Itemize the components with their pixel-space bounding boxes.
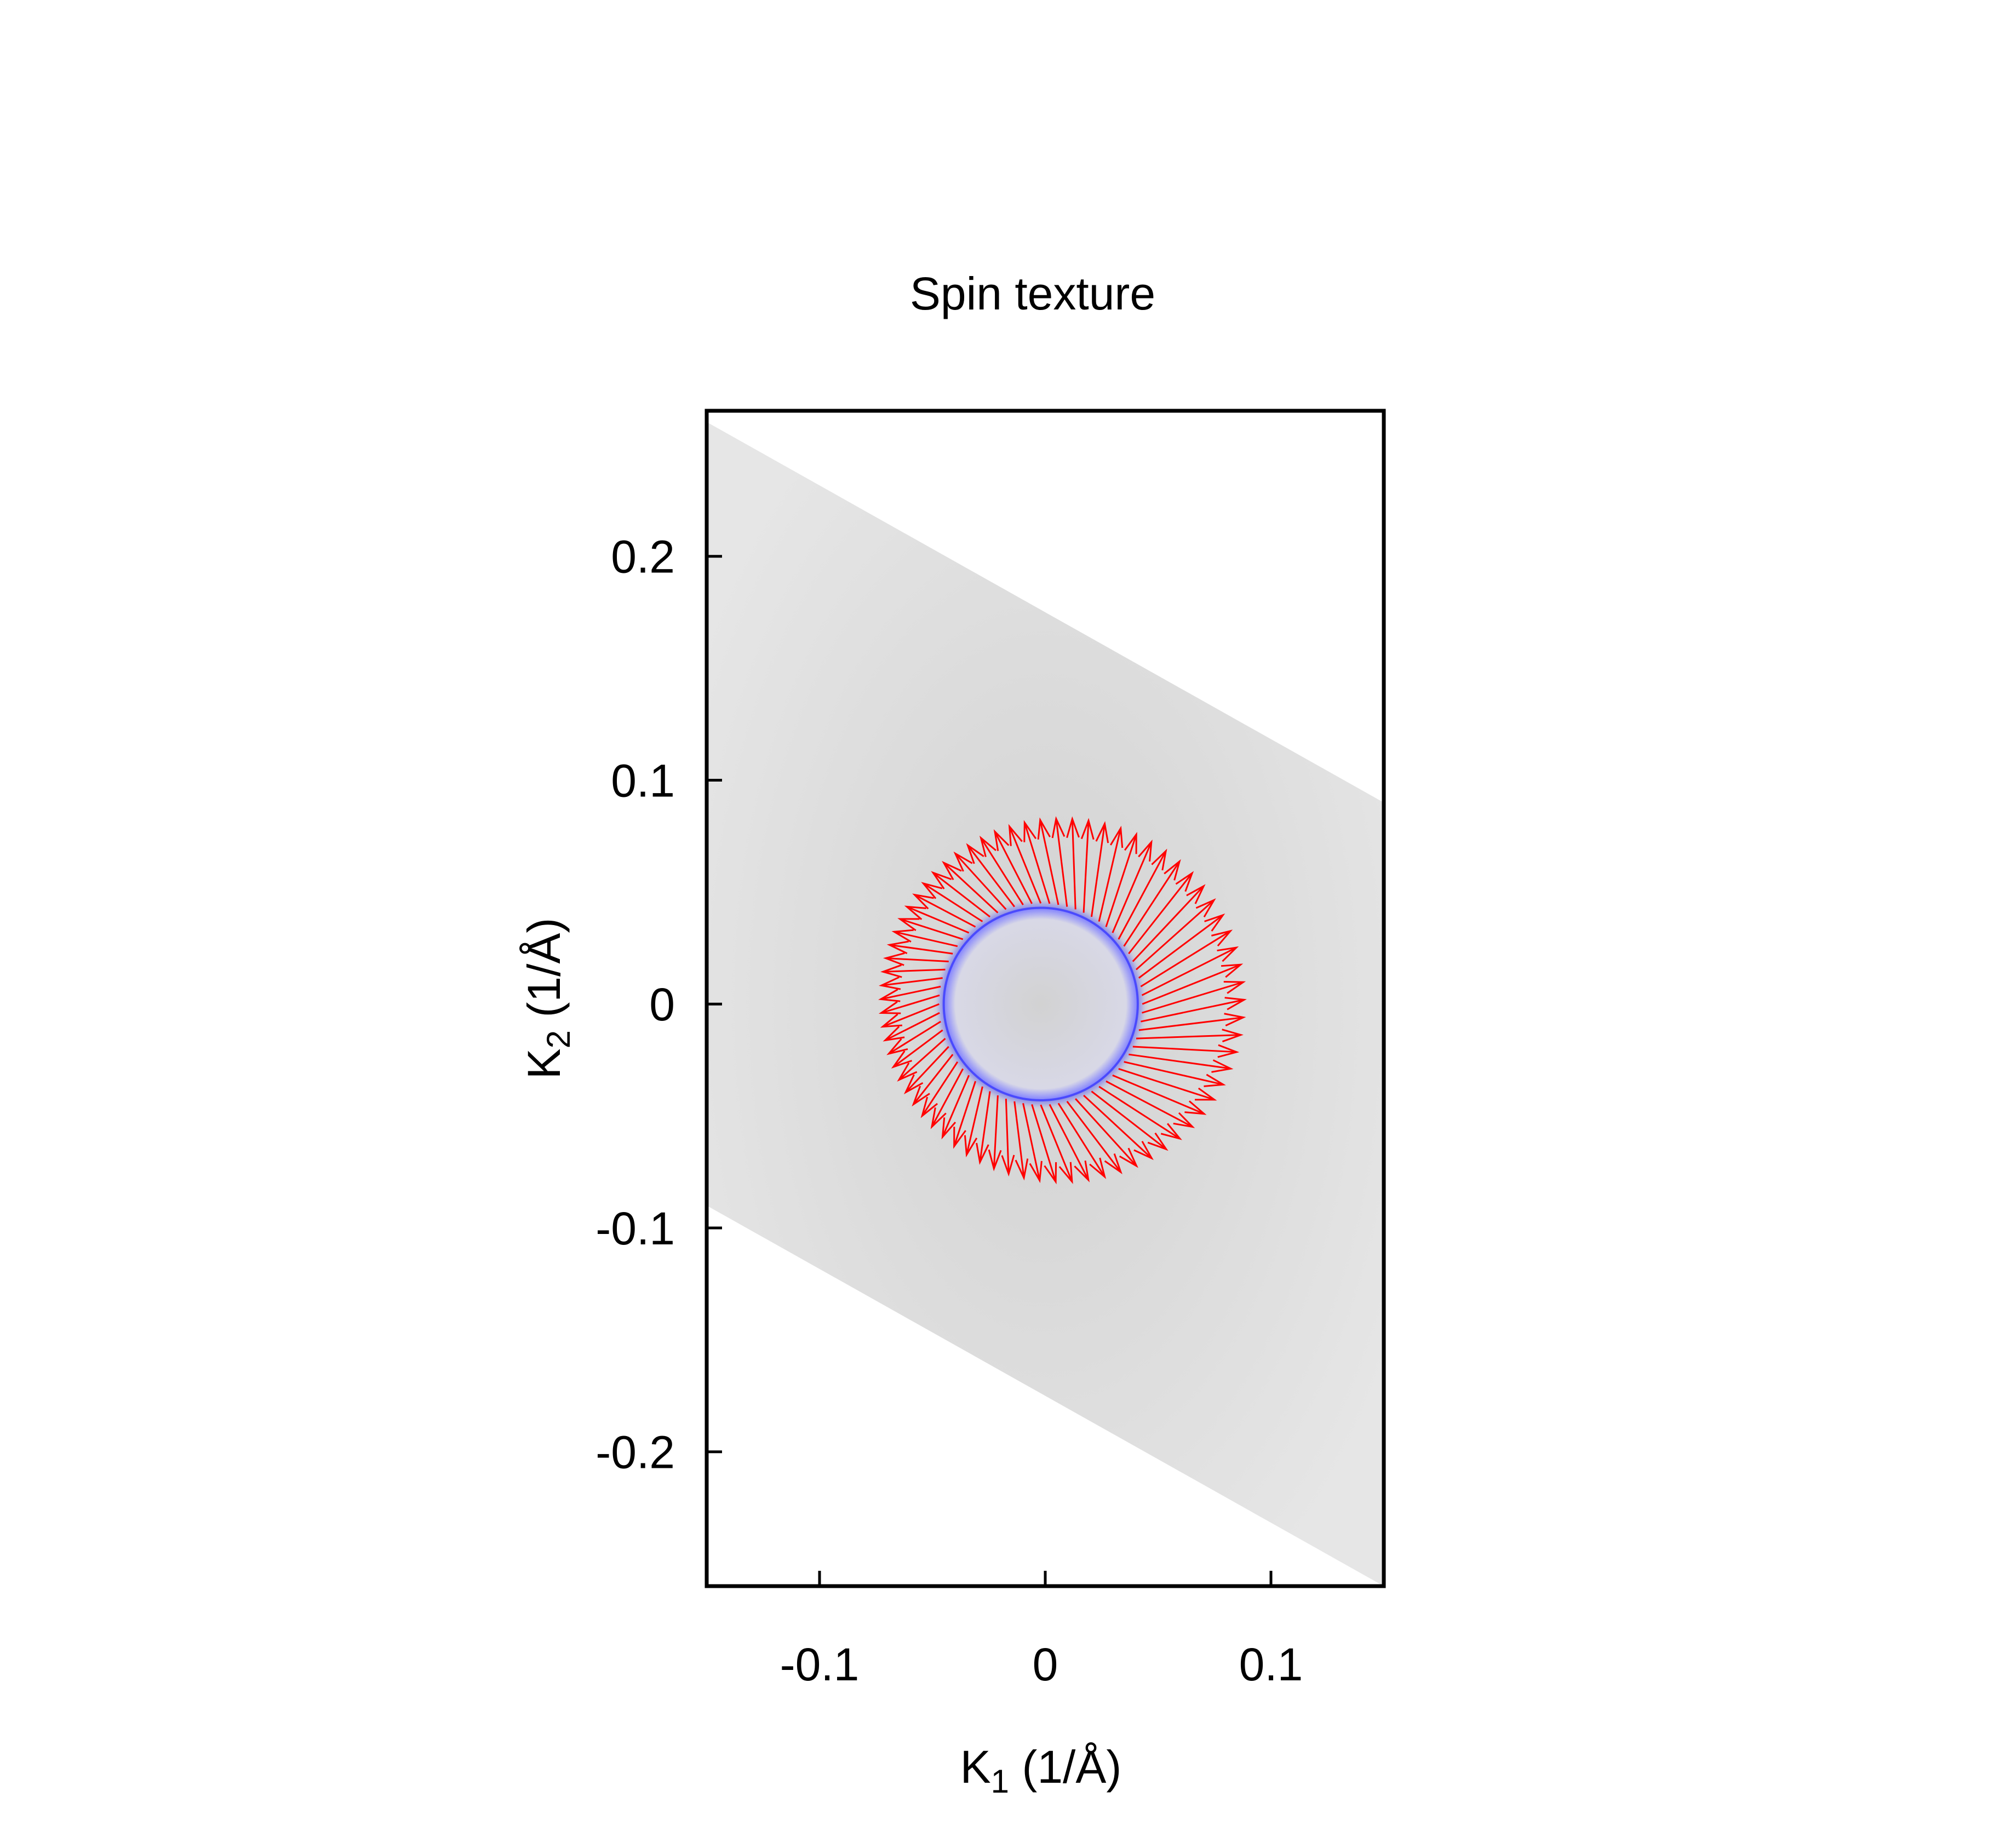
spin-arrow — [964, 1086, 983, 1158]
x-axis-label: K1 (1/Å) — [960, 1741, 1122, 1800]
spin-arrow — [1066, 816, 1080, 910]
spin-arrow — [883, 1012, 940, 1042]
x-tick-label: 0 — [1033, 1639, 1058, 1690]
spin-arrow — [903, 1046, 949, 1095]
spin-arrow — [1118, 848, 1167, 940]
spin-arrow — [930, 1068, 964, 1129]
spin-arrow — [1142, 963, 1244, 1005]
spin-arrow — [897, 918, 964, 940]
spin-arrow — [1140, 929, 1233, 987]
spin-arrow — [1138, 1013, 1246, 1031]
x-axis-label-symbol: K — [960, 1741, 991, 1793]
spin-arrow — [879, 976, 943, 990]
spin-arrow — [920, 1061, 959, 1118]
spin-arrow — [880, 964, 946, 978]
spin-arrow — [1136, 1029, 1244, 1043]
fermi-contour — [940, 904, 1142, 1104]
spin-arrow — [1049, 1104, 1090, 1182]
spin-arrow — [1124, 1061, 1226, 1087]
spin-arrow — [878, 985, 941, 1002]
spin-arrow — [880, 1003, 940, 1028]
spin-arrow — [897, 1038, 946, 1082]
spin-arrow — [1135, 898, 1216, 971]
spin-arrow — [1141, 946, 1239, 996]
spin-arrow — [1112, 839, 1153, 933]
spin-arrow — [988, 1095, 1002, 1172]
spin-arrow — [942, 860, 999, 914]
spin-arrow — [883, 952, 949, 966]
spin-arrow — [1132, 884, 1206, 962]
y-axis: -0.2 -0.1 0 0.1 0.2 — [595, 531, 722, 1478]
y-tick-label: -0.1 — [595, 1203, 675, 1254]
spin-arrow — [1001, 1099, 1015, 1177]
y-axis-label-unit: (1/Å) — [518, 918, 570, 1030]
spin-arrow — [976, 1091, 991, 1165]
spin-arrow — [1022, 1103, 1043, 1184]
spin-arrow — [1031, 1104, 1057, 1185]
spin-arrow — [1023, 820, 1051, 904]
spin-arrow — [1118, 1068, 1217, 1101]
spin-arrow — [912, 1054, 954, 1107]
spin-arrow — [904, 905, 970, 934]
x-tick-label: 0.1 — [1239, 1639, 1303, 1690]
spin-arrow — [1066, 1100, 1122, 1175]
spin-arrow — [1132, 1044, 1240, 1058]
spin-arrow — [1128, 871, 1194, 955]
spin-arrow — [931, 871, 990, 918]
spin-arrow — [1138, 913, 1225, 979]
x-axis-label-subscript: 1 — [991, 1763, 1009, 1800]
spin-arrow — [1098, 1086, 1182, 1140]
spin-arrow — [886, 940, 953, 955]
spin-arrow — [1013, 1101, 1029, 1181]
spin-arrow — [1091, 1090, 1169, 1151]
spin-arrow — [1008, 824, 1042, 904]
spin-arrow — [1105, 831, 1137, 927]
spin-arrow — [1075, 1098, 1138, 1168]
spin-arrow — [1098, 825, 1124, 922]
spin-arrow — [941, 1075, 970, 1140]
spin-arrow — [1057, 1103, 1107, 1179]
spin-arrow — [953, 851, 1007, 910]
x-axis: -0.1 0 0.1 — [780, 1571, 1303, 1690]
spin-arrow — [891, 1029, 943, 1069]
spin-arrow — [1083, 1094, 1154, 1161]
spin-arrow — [912, 893, 976, 928]
spin-arrow — [993, 829, 1033, 904]
spin-arrow — [1129, 1053, 1234, 1073]
spin-arrow — [1051, 816, 1068, 907]
spin-arrow — [1123, 859, 1181, 947]
spin-arrows — [878, 816, 1247, 1185]
spin-arrow — [878, 994, 940, 1014]
x-axis-label-unit: (1/Å) — [1009, 1741, 1121, 1793]
spin-arrow — [1141, 997, 1247, 1023]
spin-arrow — [891, 929, 958, 948]
y-axis-label-symbol: K — [518, 1048, 570, 1079]
spin-arrow — [1037, 817, 1059, 905]
spin-arrow — [953, 1081, 977, 1149]
y-tick-label: -0.2 — [595, 1427, 675, 1478]
spin-arrow — [1090, 821, 1109, 917]
x-tick-label: -0.1 — [780, 1639, 860, 1690]
spin-arrow — [1080, 818, 1095, 913]
y-tick-label: 0.1 — [611, 755, 675, 806]
spin-arrow — [921, 882, 983, 922]
spin-arrow — [1106, 1080, 1195, 1128]
spin-arrow — [1142, 980, 1246, 1014]
chart-title: Spin texture — [910, 268, 1155, 319]
y-axis-label-subscript: 2 — [540, 1030, 577, 1048]
spin-arrow — [1040, 1104, 1073, 1184]
y-axis-label: K2 (1/Å) — [518, 918, 577, 1080]
spin-arrow — [979, 835, 1024, 905]
spin-arrow — [886, 1020, 941, 1055]
spin-arrow — [1112, 1074, 1207, 1115]
y-tick-label: 0.2 — [611, 531, 675, 583]
fermi-contour-ring — [942, 906, 1139, 1101]
y-tick-label: 0 — [649, 979, 675, 1030]
spin-arrow — [966, 843, 1015, 908]
